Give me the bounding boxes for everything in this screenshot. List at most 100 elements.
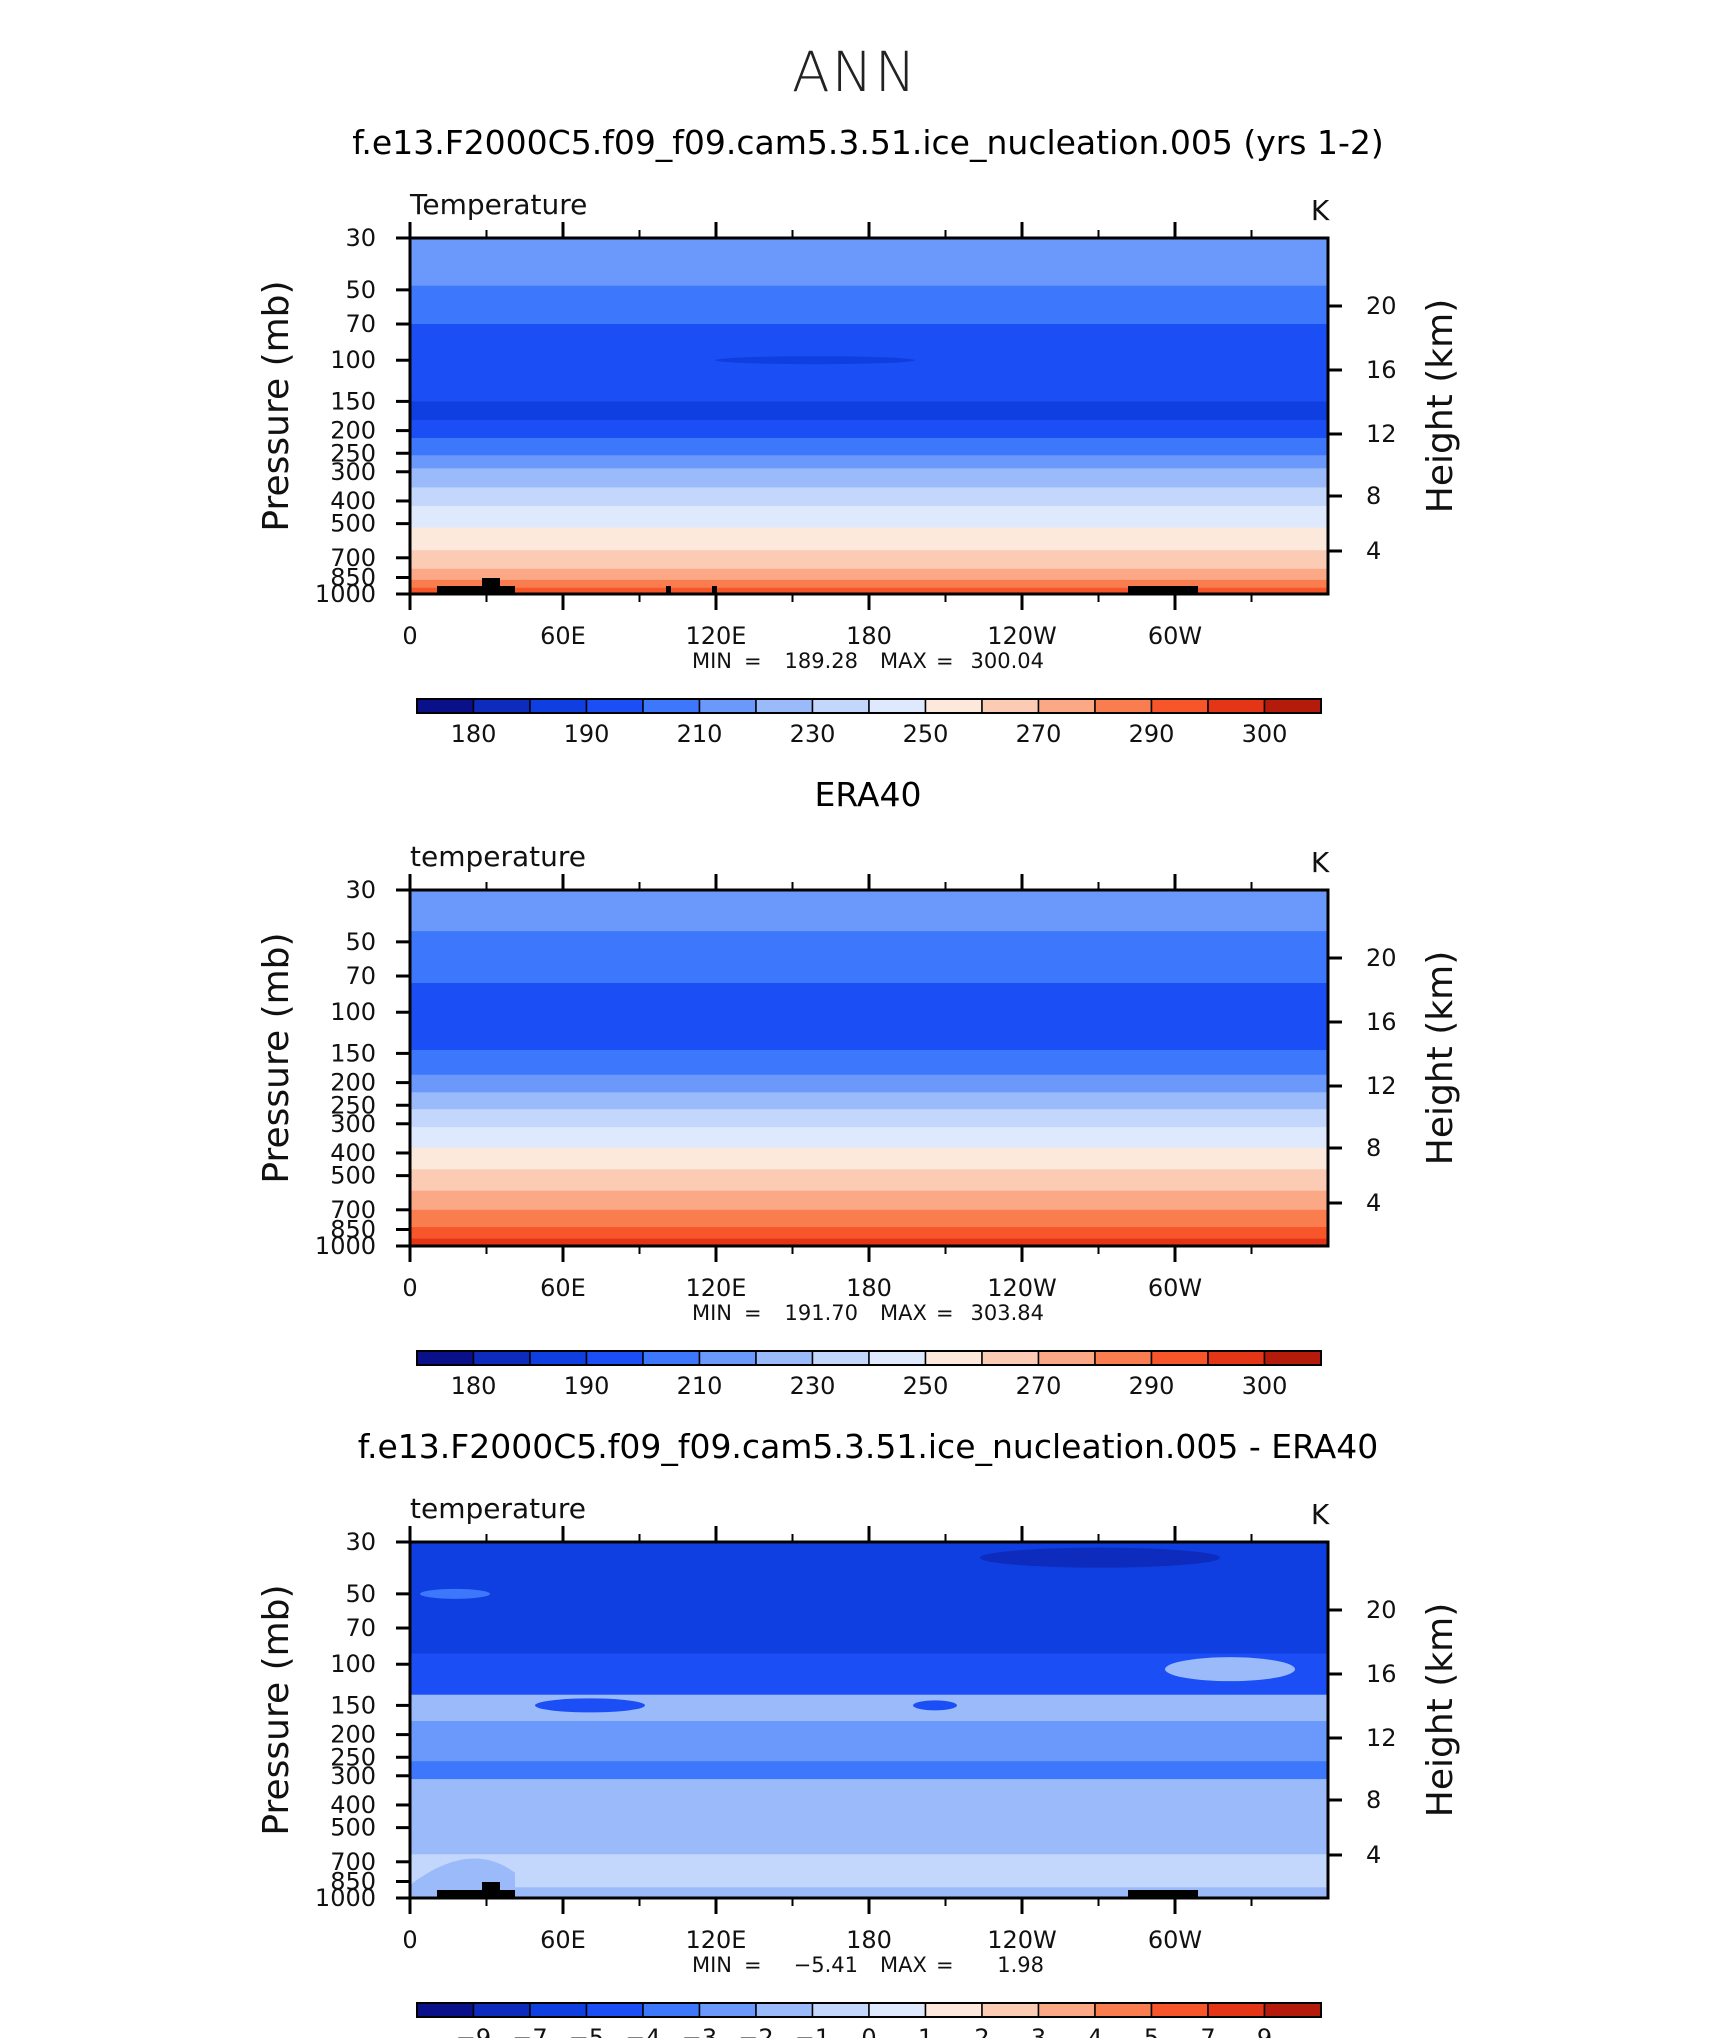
contour-band [410,931,1328,984]
contour-band [410,1761,1328,1780]
stats-eq: = [744,1953,762,1977]
stats-max-value: 300.04 [971,649,1044,673]
contour-band [410,401,1328,421]
colorbar-box [529,2002,588,2018]
colorbar-label: 300 [1242,1372,1288,1400]
x-tick-label: 180 [846,622,892,650]
colorbar-box [642,1350,701,1366]
colorbar-box [1263,698,1322,714]
colorbar-box [1150,1350,1209,1366]
x-tick-label: 60W [1148,1274,1202,1302]
topography-mask [437,586,515,594]
y-tick-label: 150 [330,387,376,415]
colorbar-frame [416,1350,1322,1366]
stats-eq: = [744,1301,762,1325]
y-right-tick-label: 4 [1366,1189,1381,1217]
colorbar-label: 4 [1087,2024,1102,2038]
colorbar-box [755,1350,814,1366]
colorbar-frame [416,698,1322,714]
contour-band [410,1147,1328,1170]
stats-min-label: MIN [692,1953,732,1977]
colorbar-label: 1 [918,2024,933,2038]
page-title: ANN [792,40,918,104]
colorbar-box [981,1350,1040,1366]
x-tick-label: 60W [1148,1926,1202,1954]
colorbar-box [1094,1350,1153,1366]
y-tick-label: 500 [330,1814,376,1842]
contour-band [410,550,1328,570]
y-right-tick-label: 20 [1366,292,1397,320]
contour-band [410,1854,1328,1888]
colorbar-box [585,2002,644,2018]
contour-bands [410,238,1328,595]
y-tick-label: 700 [330,1848,376,1876]
y-tick-label: 100 [330,1650,376,1678]
colorbar-box [472,698,531,714]
colorbar-box [698,1350,757,1366]
contour-band [410,1209,1328,1228]
units-label: K [1311,194,1330,227]
colorbar-label: 210 [677,1372,723,1400]
colorbar-box [1094,698,1153,714]
x-tick-label: 60W [1148,622,1202,650]
colorbar-box [811,698,870,714]
y-axis-label: Pressure (mb) [256,932,297,1183]
y-tick-label: 500 [330,510,376,538]
colorbar-label: 230 [790,1372,836,1400]
stats-eq: = [936,1301,954,1325]
contour-band [410,1127,1328,1149]
y-tick-label: 200 [330,1721,376,1749]
colorbar-label: 180 [451,1372,497,1400]
y-right-tick-label: 12 [1366,420,1397,448]
contour-band [410,527,1328,551]
y-tick-label: 1000 [315,1232,376,1260]
colorbar-box [811,1350,870,1366]
contour-feature [715,356,915,365]
contour-band [410,238,1328,287]
stats-max-value: 1.98 [997,1953,1044,1977]
variable-label: temperature [410,840,586,873]
colorbar-label: −3 [682,2024,717,2038]
y-tick-label: 70 [345,1614,376,1642]
contour-band [410,1887,1328,1899]
contour-band [410,505,1328,529]
colorbar-box [642,698,701,714]
contour-feature [535,1698,645,1713]
colorbar-label: 3 [1031,2024,1046,2038]
x-tick-label: 120E [686,1926,747,1954]
topography-mask [1128,586,1198,594]
colorbar-box [755,698,814,714]
y-right-tick-label: 20 [1366,1596,1397,1624]
colorbar-label: 9 [1257,2024,1272,2038]
y-tick-label: 250 [330,1091,376,1119]
stats-max-label: MAX [880,649,927,673]
y-tick-label: 30 [345,224,376,252]
y-tick-label: 700 [330,544,376,572]
contour-band [410,1049,1328,1076]
panel-1: f.e13.F2000C5.f09_f09.cam5.3.51.ice_nucl… [256,123,1461,748]
colorbar-label: 300 [1242,720,1288,748]
contour-band [410,1779,1328,1855]
stats-min-value: 191.70 [785,1301,858,1325]
contour-band [410,568,1328,581]
colorbar-box [1263,1350,1322,1366]
colorbar-label: 5 [1144,2024,1159,2038]
colorbar-box [416,698,475,714]
y-tick-label: 150 [330,1039,376,1067]
y-axis-label: Pressure (mb) [256,280,297,531]
colorbar-box [1037,698,1096,714]
colorbar-label: 7 [1200,2024,1215,2038]
contour-feature [420,1588,490,1599]
y-tick-label: 30 [345,1528,376,1556]
y-tick-label: 50 [345,276,376,304]
x-tick-label: 180 [846,1274,892,1302]
stats-max-label: MAX [880,1301,927,1325]
colorbar-box [924,2002,983,2018]
y-tick-label: 50 [345,1580,376,1608]
contour-feature [980,1547,1220,1568]
y-tick-label: 400 [330,487,376,515]
y-tick-label: 300 [330,1762,376,1790]
y-right-tick-label: 8 [1366,1134,1381,1162]
stats-min-value: −5.41 [794,1953,858,1977]
